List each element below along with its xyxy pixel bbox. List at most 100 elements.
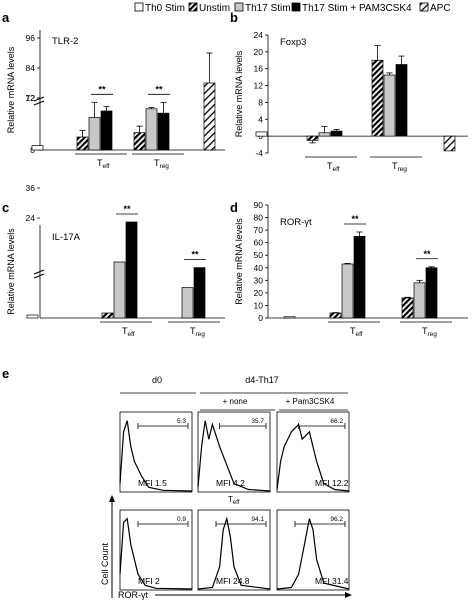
legend-label-th17-pam: Th17 Stim + PAM3CSK4 xyxy=(302,3,412,14)
group-label-c: Treg xyxy=(190,326,205,338)
y-tick-label-b: 16 xyxy=(254,64,264,74)
bar-c-unstim xyxy=(101,312,114,319)
significance-label-c: ** xyxy=(191,250,199,260)
bar-a-th0 xyxy=(31,145,44,151)
bar-a-unstim xyxy=(133,132,146,151)
bar-b-th17 xyxy=(383,74,396,137)
legend-swatch-th17 xyxy=(234,2,244,12)
histogram-teff-d0: 0.9 MFI 2 xyxy=(119,509,193,591)
legend-label-apc: APC xyxy=(430,3,451,14)
y-tick-label-b: 4 xyxy=(258,114,263,124)
y-tick-label-a: 24 xyxy=(26,213,36,223)
y-tick-label-d: 50 xyxy=(254,250,264,260)
y-axis-label-c: Relative mRNA levels xyxy=(6,228,16,315)
legend-swatch-th17-pam xyxy=(291,2,301,12)
header-d0: d0 xyxy=(152,375,162,385)
histogram-frame xyxy=(276,509,350,591)
panel-letter-e: e xyxy=(2,366,9,381)
bar-b-th0 xyxy=(255,131,268,137)
bar-d-unstim xyxy=(329,312,342,319)
legend-swatch-apc xyxy=(419,2,429,12)
mfi-label: MFI 31.4 xyxy=(315,576,349,586)
panel-letter-a: a xyxy=(2,10,10,25)
bar-b-unstim xyxy=(306,135,319,141)
legend-label-th17: Th17 Stim xyxy=(245,3,291,14)
gene-annotation-c: IL-17A xyxy=(52,232,81,243)
significance-label-a: ** xyxy=(155,84,163,94)
gate-percent: 5.3 xyxy=(177,418,186,425)
legend-label-th0: Th0 Stim xyxy=(145,3,185,14)
legend-swatch-th0 xyxy=(134,2,144,12)
group-label-c: Teff xyxy=(122,326,135,338)
y-axis-break-a xyxy=(33,96,45,102)
histogram-curve xyxy=(119,420,193,492)
bar-c-th17-pam xyxy=(193,267,206,319)
bar-b-th17-pam xyxy=(395,64,408,137)
y-axis-label-a: Relative mRNA levels xyxy=(6,46,16,133)
group-label-d: Treg xyxy=(422,326,437,338)
panel-letter-b: b xyxy=(230,10,238,25)
group-label-a: Treg xyxy=(154,158,169,170)
bar-d-th0 xyxy=(283,316,296,319)
chart-panel-d: Relative mRNA levels 0 10 20 30 40 50 60 70 80 90 *… xyxy=(234,200,468,338)
y-tick-label-a: 96 xyxy=(26,33,36,43)
significance-label-a: ** xyxy=(98,84,106,94)
bar-c-th17 xyxy=(113,261,126,319)
ror-arrowhead xyxy=(345,592,352,598)
y-tick-label-b: 20 xyxy=(254,47,264,57)
y-tick-label-d: 40 xyxy=(254,263,264,273)
y-tick-label-b: 12 xyxy=(254,81,264,91)
y-tick-label-d: 90 xyxy=(254,200,264,210)
bar-d-unstim xyxy=(401,297,414,319)
histogram-treg-d0: 5.3 MFI 1.5 xyxy=(119,411,193,493)
bar-b-th17 xyxy=(318,132,331,137)
bar-a-th17-pam xyxy=(157,112,170,151)
histogram-curve xyxy=(197,420,271,492)
mfi-label: MFI 4.2 xyxy=(216,478,245,488)
row-label-teff: Teff xyxy=(228,495,240,506)
histogram-curve xyxy=(119,517,193,590)
bar-a-th17-pam xyxy=(100,110,113,151)
bar-a-th17 xyxy=(145,108,158,151)
histogram-treg-pam: 66.2 MFI 12.2 xyxy=(276,411,350,493)
y-tick-label-d: 20 xyxy=(254,288,264,298)
gene-annotation-b: Foxp3 xyxy=(280,37,306,48)
y-axis-label-b: Relative mRNA levels xyxy=(234,50,244,137)
histogram-frame xyxy=(276,411,350,493)
y-tick-label-a: 36 xyxy=(26,183,36,193)
gate-percent: 0.9 xyxy=(177,516,186,523)
ror-axis-label: ROR-γt xyxy=(118,590,148,600)
chart-panel-a: Relative mRNA levels0122436728496****Tef… xyxy=(6,30,225,223)
histogram-curve xyxy=(276,423,350,492)
mfi-label: MFI 1.5 xyxy=(138,478,167,488)
significance-label-d: ** xyxy=(351,214,359,224)
bar-d-th17-pam xyxy=(353,236,366,319)
bar-b-th17-pam xyxy=(330,130,343,137)
header-none: + none xyxy=(223,397,248,406)
group-label-b: Teff xyxy=(327,161,340,173)
histogram-frame xyxy=(197,411,271,493)
y-tick-label-d: 10 xyxy=(254,300,264,310)
cell-count-label: Cell Count xyxy=(100,542,110,585)
y-tick-label-a: 12 xyxy=(26,93,36,103)
histogram-grid: 5.3 MFI 1.5 35.7 MFI 4.2 66.2 MFI 12.2 0.9 MFI … xyxy=(119,411,350,591)
histogram-teff-none: 94.1 MFI 24.8 xyxy=(197,509,271,591)
y-tick-label-b: 24 xyxy=(254,30,264,40)
bar-a-th17 xyxy=(88,117,101,151)
significance-label-c: ** xyxy=(123,204,131,214)
gate-percent: 94.1 xyxy=(251,516,264,523)
bar-a-unstim xyxy=(76,136,89,151)
chart-panel-c: Relative mRNA levels ** ** Teff Treg IL-17A xyxy=(6,204,225,338)
bar-c-th17-pam xyxy=(125,221,138,319)
y-axis-label-d: Relative mRNA levels xyxy=(234,218,244,305)
gene-annotation-a: TLR-2 xyxy=(52,36,78,47)
bar-c-th0 xyxy=(26,314,39,319)
y-tick-label-d: 30 xyxy=(254,275,264,285)
bar-a-apc xyxy=(203,82,216,151)
chart-panel-b: Relative mRNA levels-404812162024TeffTre… xyxy=(234,30,468,173)
bar-b-unstim xyxy=(371,59,384,137)
bar-b-apc xyxy=(443,135,456,152)
bar-d-th17 xyxy=(413,282,426,319)
group-label-b: Treg xyxy=(392,161,407,173)
